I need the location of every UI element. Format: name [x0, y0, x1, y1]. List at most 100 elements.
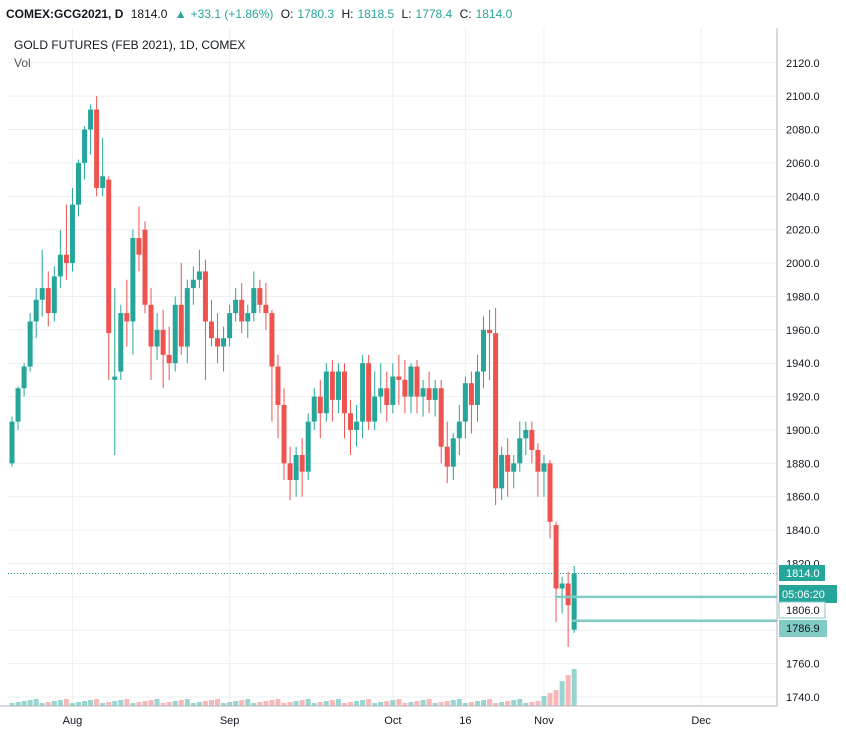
overlays [8, 572, 777, 622]
candle-body [184, 288, 190, 347]
candle-body [341, 371, 347, 414]
price-badge-bg [779, 565, 825, 581]
candle-body [474, 371, 480, 405]
volume-bar [571, 669, 577, 706]
y-tick-label: 2020.0 [786, 225, 820, 237]
candle-body [45, 288, 51, 314]
volume-bar [39, 703, 45, 706]
y-tick-label: 1840.0 [786, 525, 820, 537]
volume-bar [414, 701, 420, 706]
volume-bar [474, 701, 480, 706]
volume-bar [9, 703, 15, 706]
volume-bar [450, 700, 456, 706]
volume-bar [511, 700, 517, 706]
volume-bar [354, 701, 360, 706]
candle-body [432, 388, 438, 400]
volume-bar [281, 703, 287, 706]
volume-bar [317, 702, 323, 706]
volume-bar [190, 703, 196, 706]
level1-badge: 1806.0 [786, 605, 820, 617]
volume-bar [468, 702, 474, 706]
volume-bar [15, 702, 21, 706]
price-axis[interactable]: 1740.01760.01780.01800.01820.01840.01860… [776, 28, 820, 706]
volume-bar [432, 703, 438, 706]
candle-body [178, 304, 184, 347]
volume-bar [408, 702, 414, 706]
candle-body [402, 379, 408, 397]
volume-bar [160, 703, 166, 706]
volume-bar [323, 701, 329, 706]
x-tick-label: Sep [220, 715, 240, 727]
volume-label: Vol [14, 56, 31, 70]
y-tick-label: 1920.0 [786, 392, 820, 404]
candle-body [75, 162, 81, 205]
volume-bar [493, 703, 499, 706]
candle-body [481, 329, 487, 372]
x-tick-label: Oct [384, 715, 401, 727]
volume-bar [178, 700, 184, 706]
candle-body [414, 366, 420, 397]
volume-bar [196, 702, 202, 706]
candle-body [348, 413, 354, 430]
close-label: C: [459, 7, 472, 21]
volume-bar [462, 703, 468, 706]
candle-body [94, 109, 100, 188]
candle-body [541, 463, 547, 472]
volume-bar [487, 699, 493, 706]
volume-bar [142, 701, 148, 706]
candle-body [106, 179, 112, 334]
volume-bar [148, 700, 154, 706]
volume-bar [51, 701, 57, 706]
candle-body [293, 454, 299, 481]
candle-body [9, 421, 15, 464]
volume-bar [420, 700, 426, 706]
level2-badge: 1786.9 [786, 623, 820, 635]
symbol-name[interactable]: COMEX:GCG2021, D [6, 7, 124, 21]
volume-bar [372, 703, 378, 706]
candle-body [535, 449, 541, 472]
volume-bar [390, 700, 396, 706]
volume-bar [366, 699, 372, 706]
candle-body [366, 363, 372, 422]
volume-bar [293, 701, 299, 706]
y-tick-label: 2120.0 [786, 58, 820, 70]
volume-bar [75, 702, 81, 706]
volume-bar [118, 700, 124, 706]
candle-body [82, 129, 88, 163]
volume-bar [88, 700, 94, 706]
volume-bar [221, 703, 227, 706]
candle-body [444, 446, 450, 467]
candle-body [360, 363, 366, 422]
volume-bar [57, 700, 63, 706]
volume-bar [172, 701, 178, 706]
volume-bar [269, 700, 275, 706]
last-price: 1814.0 [130, 7, 168, 21]
up-arrow-icon: ▲ [174, 7, 187, 21]
y-tick-label: 2080.0 [786, 125, 820, 137]
candle-body [354, 421, 360, 430]
volume-bar [426, 699, 432, 706]
price-badge: 1814.0 [786, 568, 820, 580]
candle-body [269, 313, 275, 367]
candle-body [311, 396, 317, 422]
candle-body [426, 388, 432, 400]
volume-bar [541, 696, 547, 706]
volume-bar [396, 699, 402, 706]
y-tick-label: 1860.0 [786, 492, 820, 504]
candle-body [239, 299, 245, 322]
volume-bar [565, 675, 571, 706]
volume-bar [305, 699, 311, 706]
volume-bar [21, 701, 27, 706]
candle-body [39, 288, 45, 300]
candle-body [21, 366, 27, 389]
candle-body [154, 329, 160, 347]
candle-body [190, 279, 196, 289]
volume-bar [257, 702, 263, 706]
volume-bar [45, 702, 51, 706]
candle-body [396, 376, 402, 380]
y-tick-label: 2000.0 [786, 258, 820, 270]
candle-body [148, 304, 154, 347]
candle-body [142, 229, 148, 305]
time-axis[interactable]: Aug Sep Oct 16 Nov Dec [0, 705, 777, 727]
